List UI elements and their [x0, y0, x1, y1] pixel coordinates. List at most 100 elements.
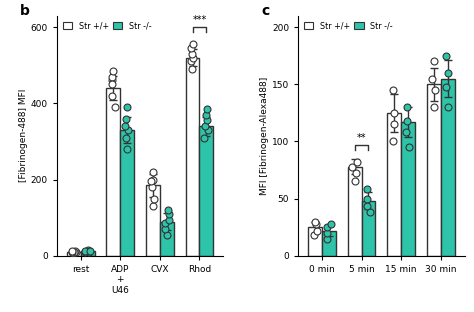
Point	[363, 187, 371, 192]
Point	[164, 232, 171, 237]
Bar	[186, 57, 200, 256]
Point	[123, 147, 131, 152]
Point	[151, 196, 158, 201]
Point	[189, 51, 196, 56]
Point	[123, 105, 130, 110]
Point	[189, 42, 196, 47]
Point	[445, 70, 452, 75]
Point	[109, 68, 117, 73]
Point	[148, 185, 155, 190]
Point	[442, 84, 449, 89]
Bar	[160, 222, 174, 256]
Point	[405, 145, 412, 150]
Point	[82, 250, 89, 255]
Text: b: b	[20, 4, 30, 17]
Point	[187, 46, 194, 51]
Bar	[387, 113, 401, 256]
Point	[122, 135, 130, 140]
Point	[69, 250, 77, 255]
Point	[430, 59, 438, 64]
Point	[366, 210, 374, 215]
Point	[205, 128, 212, 133]
Point	[187, 59, 194, 64]
Text: **: **	[357, 133, 366, 143]
Bar	[146, 185, 160, 256]
Point	[323, 231, 331, 236]
Point	[85, 248, 93, 253]
Point	[352, 171, 359, 176]
Point	[431, 87, 439, 92]
Point	[161, 221, 169, 226]
Point	[68, 249, 76, 254]
Point	[190, 55, 197, 60]
Bar	[441, 79, 455, 256]
Point	[109, 82, 116, 87]
Text: c: c	[262, 4, 270, 17]
Point	[108, 74, 116, 79]
Bar	[81, 251, 94, 256]
Point	[391, 122, 398, 127]
Point	[203, 106, 210, 111]
Point	[124, 128, 131, 133]
Legend: Str +/+, Str -/-: Str +/+, Str -/-	[302, 20, 394, 32]
Point	[71, 249, 79, 254]
Text: ***: ***	[192, 15, 207, 25]
Point	[201, 135, 208, 140]
Point	[390, 87, 397, 92]
Point	[363, 203, 371, 208]
Point	[311, 219, 319, 224]
Point	[428, 76, 436, 81]
Point	[202, 112, 210, 117]
Bar	[120, 130, 134, 256]
Point	[147, 179, 155, 184]
Point	[108, 93, 116, 98]
Point	[313, 228, 321, 233]
Point	[430, 105, 438, 110]
Point	[310, 233, 318, 238]
Point	[165, 212, 173, 217]
Legend: Str +/+, Str -/-: Str +/+, Str -/-	[61, 20, 153, 32]
Bar	[200, 126, 213, 256]
Point	[72, 250, 80, 255]
Point	[84, 248, 92, 253]
Point	[404, 105, 411, 110]
Point	[390, 139, 397, 144]
Point	[165, 217, 173, 222]
Point	[390, 110, 398, 115]
Point	[149, 204, 156, 209]
Bar	[401, 122, 415, 256]
Point	[82, 249, 89, 254]
Point	[403, 118, 411, 123]
Point	[111, 105, 118, 110]
Point	[323, 236, 331, 241]
Point	[353, 159, 361, 164]
Point	[323, 225, 330, 230]
Point	[201, 124, 209, 129]
Bar	[308, 227, 322, 256]
Bar	[106, 88, 120, 256]
Point	[108, 78, 116, 83]
Point	[71, 250, 78, 255]
Point	[327, 221, 334, 226]
Point	[348, 164, 356, 169]
Point	[164, 207, 172, 212]
Bar	[67, 252, 81, 256]
Point	[442, 53, 450, 58]
Bar	[427, 84, 441, 256]
Y-axis label: [Fibrinogen-488] MFI: [Fibrinogen-488] MFI	[19, 89, 28, 183]
Point	[86, 248, 93, 253]
Point	[312, 221, 320, 226]
Point	[351, 179, 359, 184]
Point	[162, 227, 169, 232]
Point	[122, 116, 130, 121]
Point	[203, 118, 211, 123]
Bar	[362, 201, 375, 256]
Point	[402, 130, 410, 135]
Point	[188, 66, 195, 71]
Point	[444, 105, 452, 110]
Point	[68, 248, 76, 253]
Y-axis label: MFI [Fibrinogen-Alexa488]: MFI [Fibrinogen-Alexa488]	[260, 76, 269, 195]
Point	[85, 249, 92, 254]
Point	[149, 177, 157, 182]
Point	[150, 169, 157, 174]
